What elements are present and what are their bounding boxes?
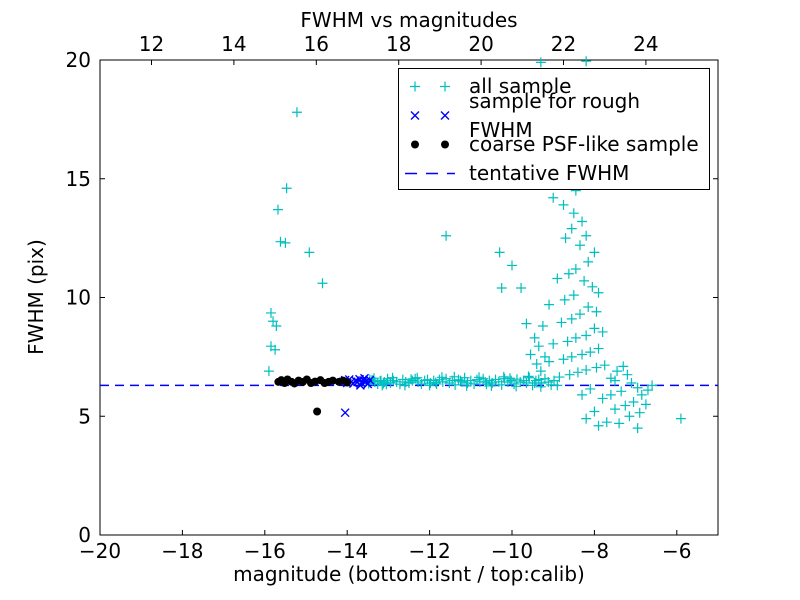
scatter-series [263,56,686,434]
svg-text:22: 22 [551,32,576,56]
svg-text:−14: −14 [326,539,368,563]
legend-box: all sample sample for rough FWHM coarse PS… [398,68,710,190]
svg-text:10: 10 [66,286,91,310]
legend-entry-2: coarse PSF-like sample [399,130,709,159]
x-axis-label: magnitude (bottom:isnt / top:calib) [233,562,585,586]
svg-text:16: 16 [304,32,329,56]
svg-text:−18: −18 [161,539,203,563]
legend-label: sample for rough FWHM [469,88,640,142]
svg-text:−20: −20 [79,539,121,563]
legend-entry-0: all sample [399,72,709,101]
svg-text:14: 14 [221,32,246,56]
dot-legend-icon [399,130,461,159]
legend-label: coarse PSF-like sample [469,132,699,156]
plus-legend-icon [399,72,461,101]
svg-text:20: 20 [66,48,91,72]
legend-label: tentative FWHM [469,161,630,185]
series-coarse-psf-like-sample [274,375,352,416]
legend-entry-1: sample for rough FWHM [399,89,709,142]
svg-text:20: 20 [468,32,493,56]
chart-title: FWHM vs magnitudes [300,8,518,32]
legend-entry-3: tentative FWHM [399,159,709,188]
legend-label: all sample [469,74,572,98]
svg-text:−6: −6 [662,539,691,563]
y-axis-label: FWHM (pix) [24,239,48,355]
svg-text:12: 12 [139,32,164,56]
dashed-line-legend-icon [399,159,461,188]
svg-text:15: 15 [66,167,91,191]
axis-ticks: −20 −18 −16 −14 −12 −10 −8 −6 12 14 16 18 20 22 24 0 5 10… [66,32,718,563]
svg-text:5: 5 [78,404,91,428]
svg-text:−10: −10 [491,539,533,563]
x-legend-icon [399,101,461,130]
svg-text:24: 24 [633,32,658,56]
svg-text:0: 0 [78,523,91,547]
svg-text:18: 18 [386,32,411,56]
svg-text:−16: −16 [244,539,286,563]
svg-text:−12: −12 [408,539,450,563]
svg-text:−8: −8 [580,539,609,563]
series-all-sample [263,56,686,434]
